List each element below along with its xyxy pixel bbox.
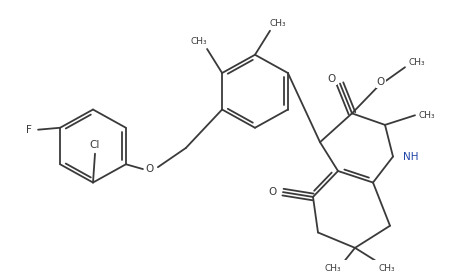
- Text: CH₃: CH₃: [324, 263, 341, 271]
- Text: F: F: [26, 125, 32, 135]
- Text: CH₃: CH₃: [408, 58, 424, 67]
- Text: O: O: [146, 164, 154, 174]
- Text: O: O: [268, 187, 276, 197]
- Text: Cl: Cl: [90, 140, 100, 150]
- Text: CH₃: CH₃: [269, 18, 285, 28]
- Text: NH: NH: [402, 151, 418, 162]
- Text: CH₃: CH₃: [378, 263, 395, 271]
- Text: CH₃: CH₃: [418, 111, 434, 120]
- Text: O: O: [376, 77, 384, 87]
- Text: O: O: [327, 74, 336, 84]
- Text: CH₃: CH₃: [190, 37, 207, 46]
